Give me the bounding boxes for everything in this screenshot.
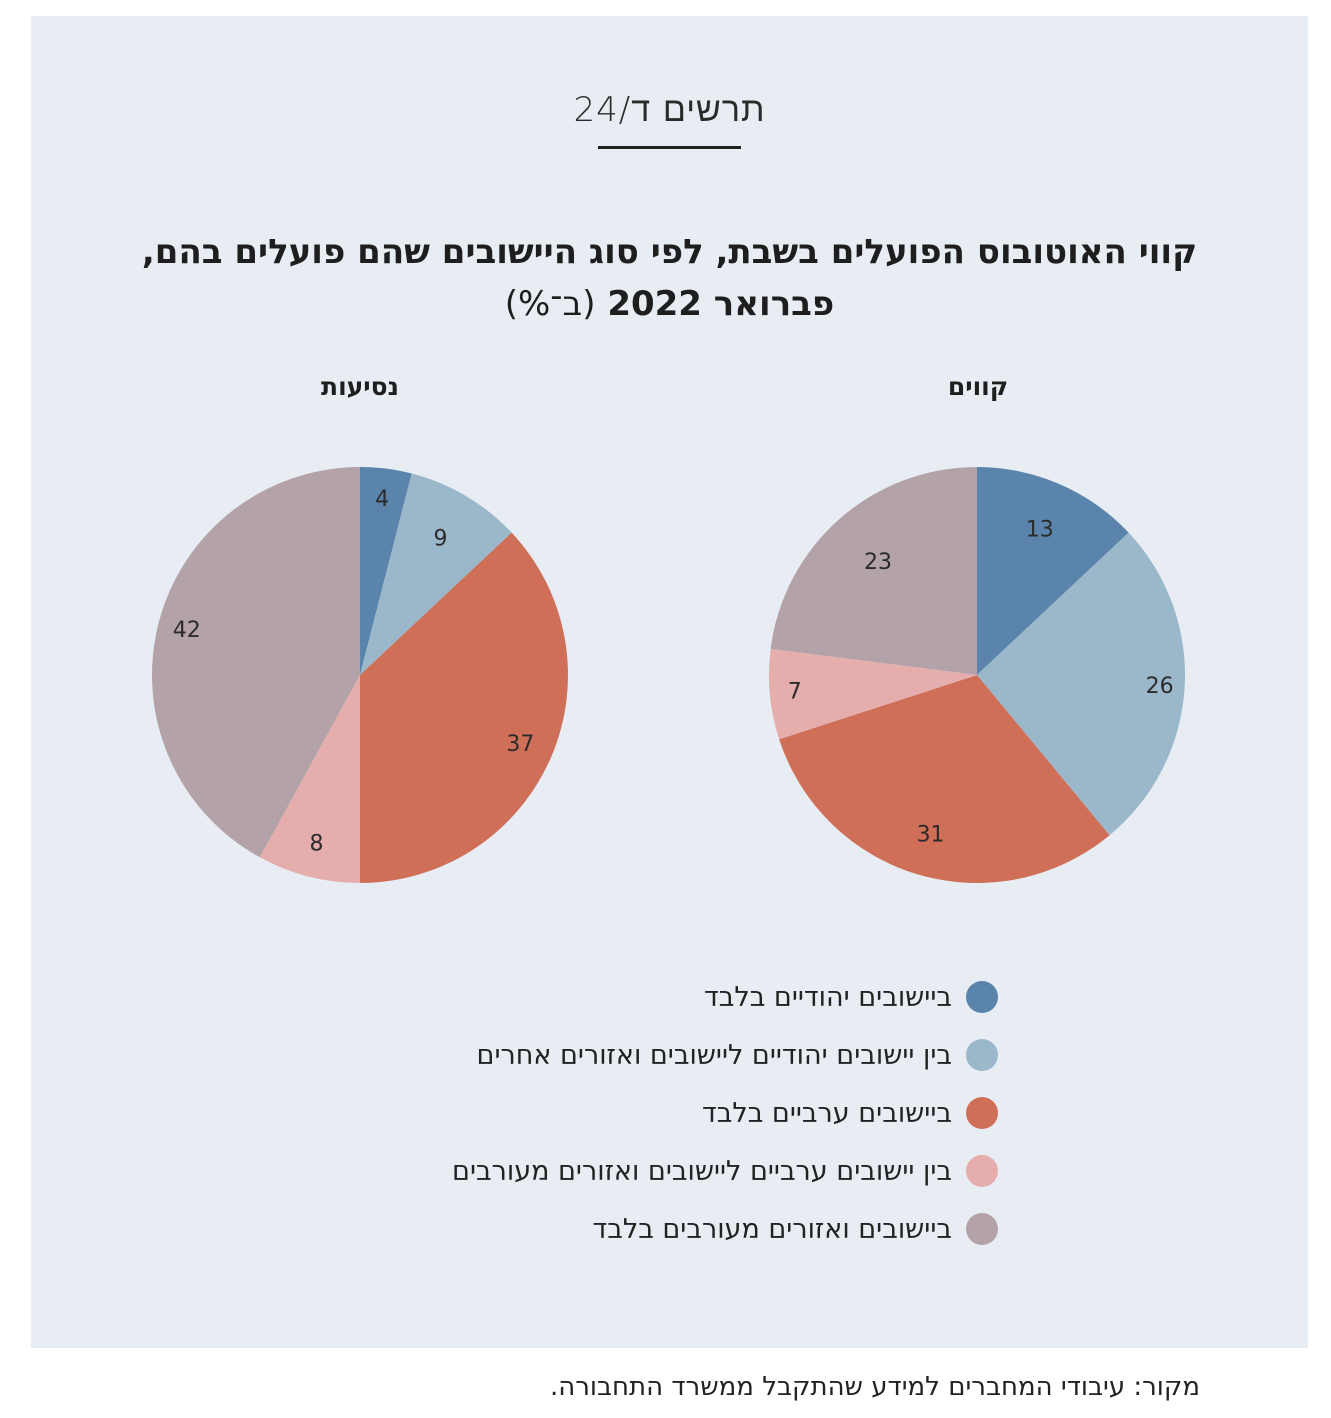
pie-title-trips: נסיעות (321, 372, 399, 401)
pie-trips-slice-arab-mixed (259, 675, 360, 883)
legend-swatch-jewish-only (966, 981, 998, 1013)
source-note: מקור: עיבודי המחברים למידע שהתקבל ממשרד … (549, 1372, 1200, 1402)
legend-label-mixed-only: ביישובים ואזורים מעורבים בלבד (592, 1213, 953, 1245)
pie-trips-slice-arab-only (360, 532, 569, 883)
pie-trips-label-jewish-other: 9 (433, 526, 447, 551)
pie-trips: 4 9 37 8 42 (151, 467, 569, 883)
legend-swatch-jewish-other (966, 1039, 998, 1071)
pie-charts: 13 26 31 7 23 4 9 37 8 42 (151, 467, 1186, 884)
legend-item-jewish-only: ביישובים יהודיים בלבד (452, 968, 998, 1026)
chart-title: קווי האוטובוס הפועלים בשבת, לפי סוג הייש… (91, 226, 1248, 330)
pie-trips-label-arab-mixed: 8 (310, 832, 324, 857)
chart-title-line1: קווי האוטובוס הפועלים בשבת, לפי סוג הייש… (141, 232, 1198, 272)
legend-swatch-arab-mixed (966, 1155, 998, 1187)
figure-number-underline (598, 146, 741, 149)
pie-lines-label-jewish-only: 13 (1026, 517, 1054, 542)
legend-label-arab-mixed: בין יישובים ערביים ליישובים ואזורים מעור… (452, 1155, 952, 1187)
legend-label-arab-only: ביישובים ערביים בלבד (702, 1097, 952, 1129)
pie-lines-label-mixed-only: 23 (864, 550, 892, 575)
chart-title-date: פברואר 2022 (607, 284, 835, 324)
legend-label-jewish-only: ביישובים יהודיים בלבד (704, 981, 952, 1013)
legend: ביישובים יהודיים בלבד בין יישובים יהודיי… (452, 968, 998, 1258)
legend-item-jewish-other: בין יישובים יהודיים ליישובים ואזורים אחר… (452, 1026, 998, 1084)
pie-lines: 13 26 31 7 23 (769, 467, 1186, 884)
legend-label-jewish-other: בין יישובים יהודיים ליישובים ואזורים אחר… (476, 1039, 952, 1071)
pie-lines-slice-arab-only (779, 675, 1110, 884)
pie-trips-label-mixed-only: 42 (173, 618, 201, 643)
pie-trips-slice-jewish-only (360, 467, 412, 675)
pie-lines-label-jewish-other: 26 (1146, 674, 1174, 699)
pie-lines-slice-arab-mixed (769, 648, 977, 740)
pie-lines-label-arab-mixed: 7 (788, 680, 802, 705)
pie-title-lines: קווים (947, 372, 1009, 401)
pie-lines-slice-jewish-only (977, 467, 1129, 675)
chart-title-line2: פברואר 2022 (ב־%) (91, 278, 1248, 330)
pie-lines-slice-mixed-only (770, 467, 977, 675)
pie-trips-slice-jewish-other (360, 473, 512, 675)
pie-trips-label-arab-only: 37 (506, 732, 534, 757)
legend-swatch-arab-only (966, 1097, 998, 1129)
legend-item-arab-only: ביישובים ערביים בלבד (452, 1084, 998, 1142)
figure-number: תרשים ד/24 (573, 90, 766, 130)
pie-lines-slice-jewish-other (977, 532, 1186, 836)
pie-trips-label-jewish-only: 4 (375, 487, 389, 512)
legend-item-arab-mixed: בין יישובים ערביים ליישובים ואזורים מעור… (452, 1142, 998, 1200)
legend-item-mixed-only: ביישובים ואזורים מעורבים בלבד (452, 1200, 998, 1258)
chart-title-unit: (ב־%) (504, 284, 596, 324)
pie-lines-label-arab-only: 31 (917, 822, 945, 847)
legend-swatch-mixed-only (966, 1213, 998, 1245)
pie-trips-slice-mixed-only (151, 467, 360, 858)
